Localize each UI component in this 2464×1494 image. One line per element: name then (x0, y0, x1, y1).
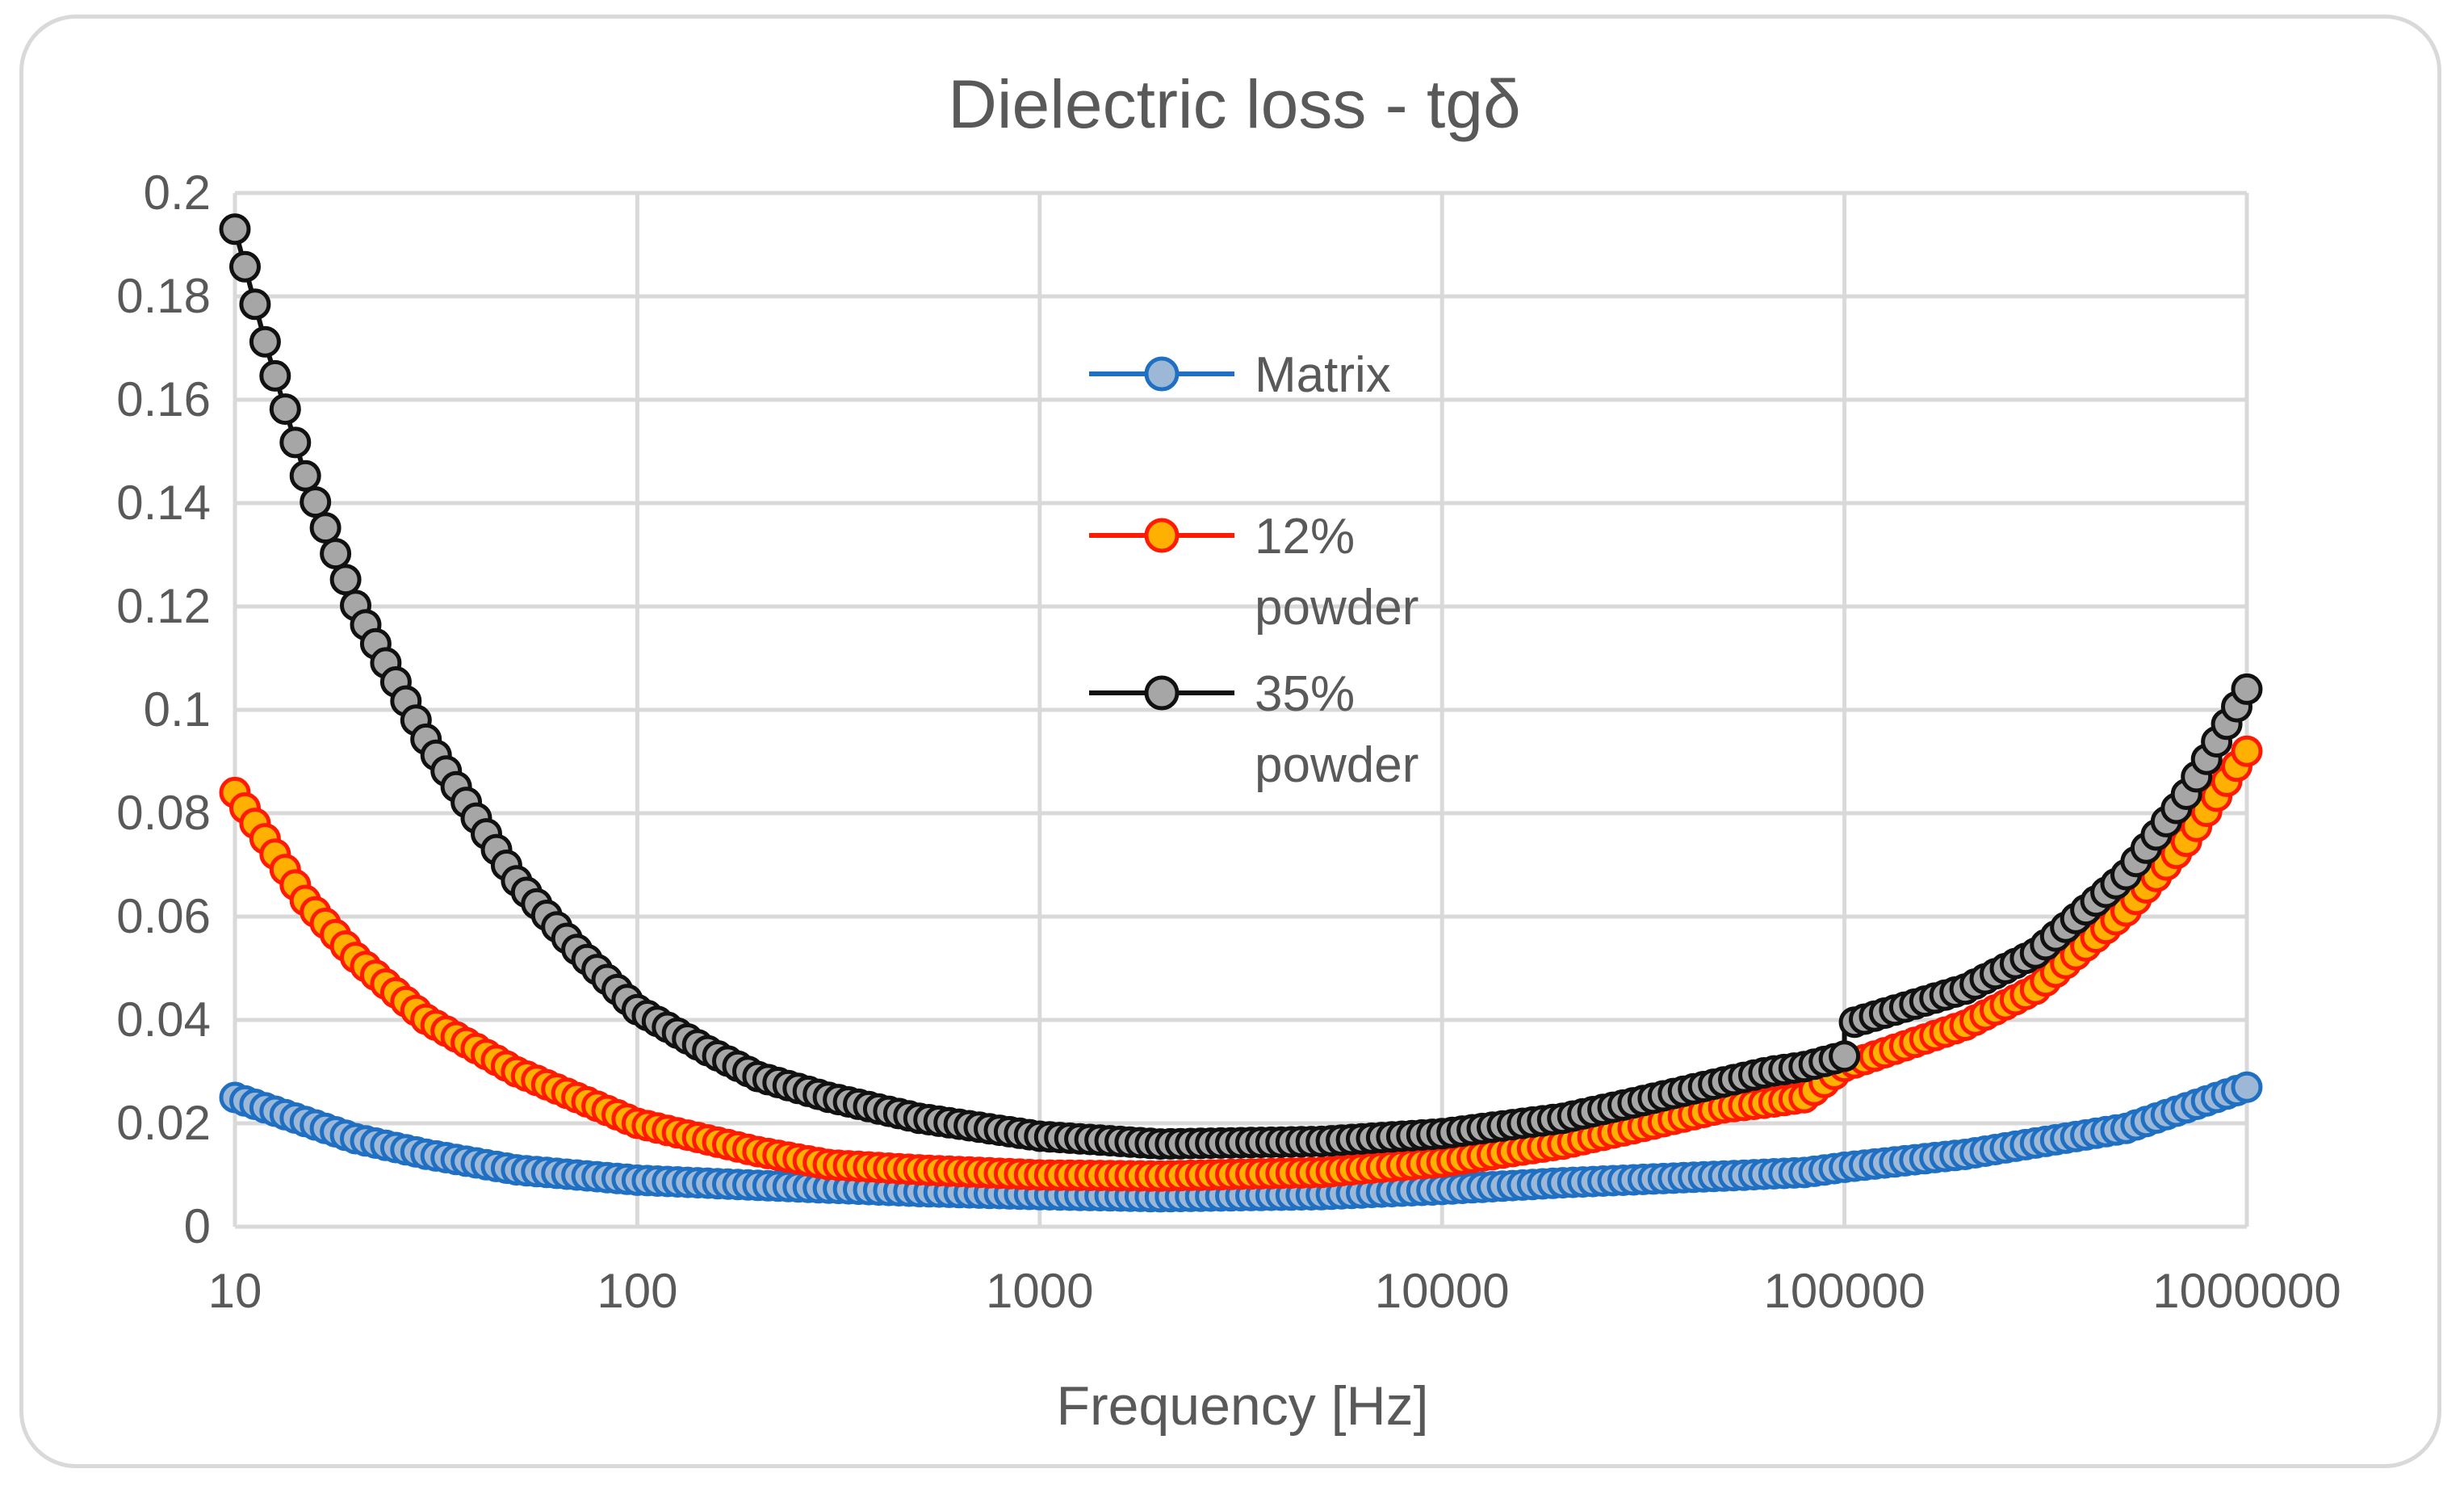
chart-frame: Dielectric loss - tgδ 0 0.02 0.04 0.06 0.08 0… (19, 15, 2441, 1468)
data-point (219, 213, 251, 246)
legend-label: Matrix (1255, 347, 1391, 403)
y-tick-label: 0 (184, 1199, 211, 1253)
y-tick-label: 0.12 (116, 579, 211, 633)
y-tick-label: 0.1 (144, 682, 211, 737)
chart-title: Dielectric loss - tgδ (948, 66, 1521, 142)
legend-marker (1144, 675, 1180, 711)
data-point (289, 460, 321, 492)
x-tick-label: 1000 (986, 1264, 1093, 1318)
legend-entry-1: Matrix (1089, 347, 1391, 403)
legend-marker (1144, 356, 1180, 392)
axis-layer: 0 0.02 0.04 0.06 0.08 0.1 0.12 0.14 0.16 0.18 0.2 1… (116, 166, 2341, 1318)
legend-label: 35% (1255, 666, 1355, 722)
y-tick-label: 0.16 (116, 372, 211, 426)
data-point (249, 325, 281, 358)
x-axis-label: Frequency [Hz] (1056, 1375, 1428, 1437)
y-tick-label: 0.06 (116, 889, 211, 943)
y-tick-label: 0.14 (116, 476, 211, 530)
legend-marker (1144, 518, 1180, 553)
y-tick-label: 0.2 (144, 166, 211, 220)
data-point (300, 486, 332, 518)
chart-svg: Dielectric loss - tgδ 00.020.040.060.080… (116, 66, 2341, 1437)
legend-label-line2: powder (1255, 580, 1418, 636)
legend-entry-3: 35% powder (1089, 666, 1418, 793)
data-point (279, 426, 312, 459)
data-point (329, 564, 362, 596)
data-point (269, 393, 301, 426)
series-35-powder (219, 213, 2263, 1160)
y-tick-label: 0.08 (116, 786, 211, 840)
data-point (1829, 1040, 1861, 1072)
legend-label: 12% (1255, 509, 1355, 564)
data-point (320, 538, 352, 570)
data-point (239, 288, 271, 321)
x-tick-label: 100 (597, 1264, 677, 1318)
grid-layer (233, 191, 2249, 1227)
data-point (309, 512, 342, 544)
data-point (259, 359, 291, 392)
y-tick-label: 0.04 (116, 993, 211, 1047)
series-layer (219, 213, 2263, 1213)
x-tick-label: 10000 (1375, 1264, 1510, 1318)
x-tick-label: 1000000 (2152, 1264, 2341, 1318)
data-point (2231, 1071, 2263, 1103)
data-point (2231, 673, 2263, 705)
y-tick-label: 0.02 (116, 1096, 211, 1150)
legend-entry-2: 12% powder (1089, 509, 1418, 636)
y-tick-label: 0.18 (116, 269, 211, 323)
legend: Matrix 12% powder 35% powder (1089, 347, 1418, 793)
x-tick-label: 10 (208, 1264, 262, 1318)
data-point (2231, 735, 2263, 767)
x-tick-label: 100000 (1763, 1264, 1925, 1318)
series-12-powder (219, 735, 2263, 1192)
legend-label-line2: powder (1255, 737, 1418, 793)
data-point (229, 250, 261, 283)
